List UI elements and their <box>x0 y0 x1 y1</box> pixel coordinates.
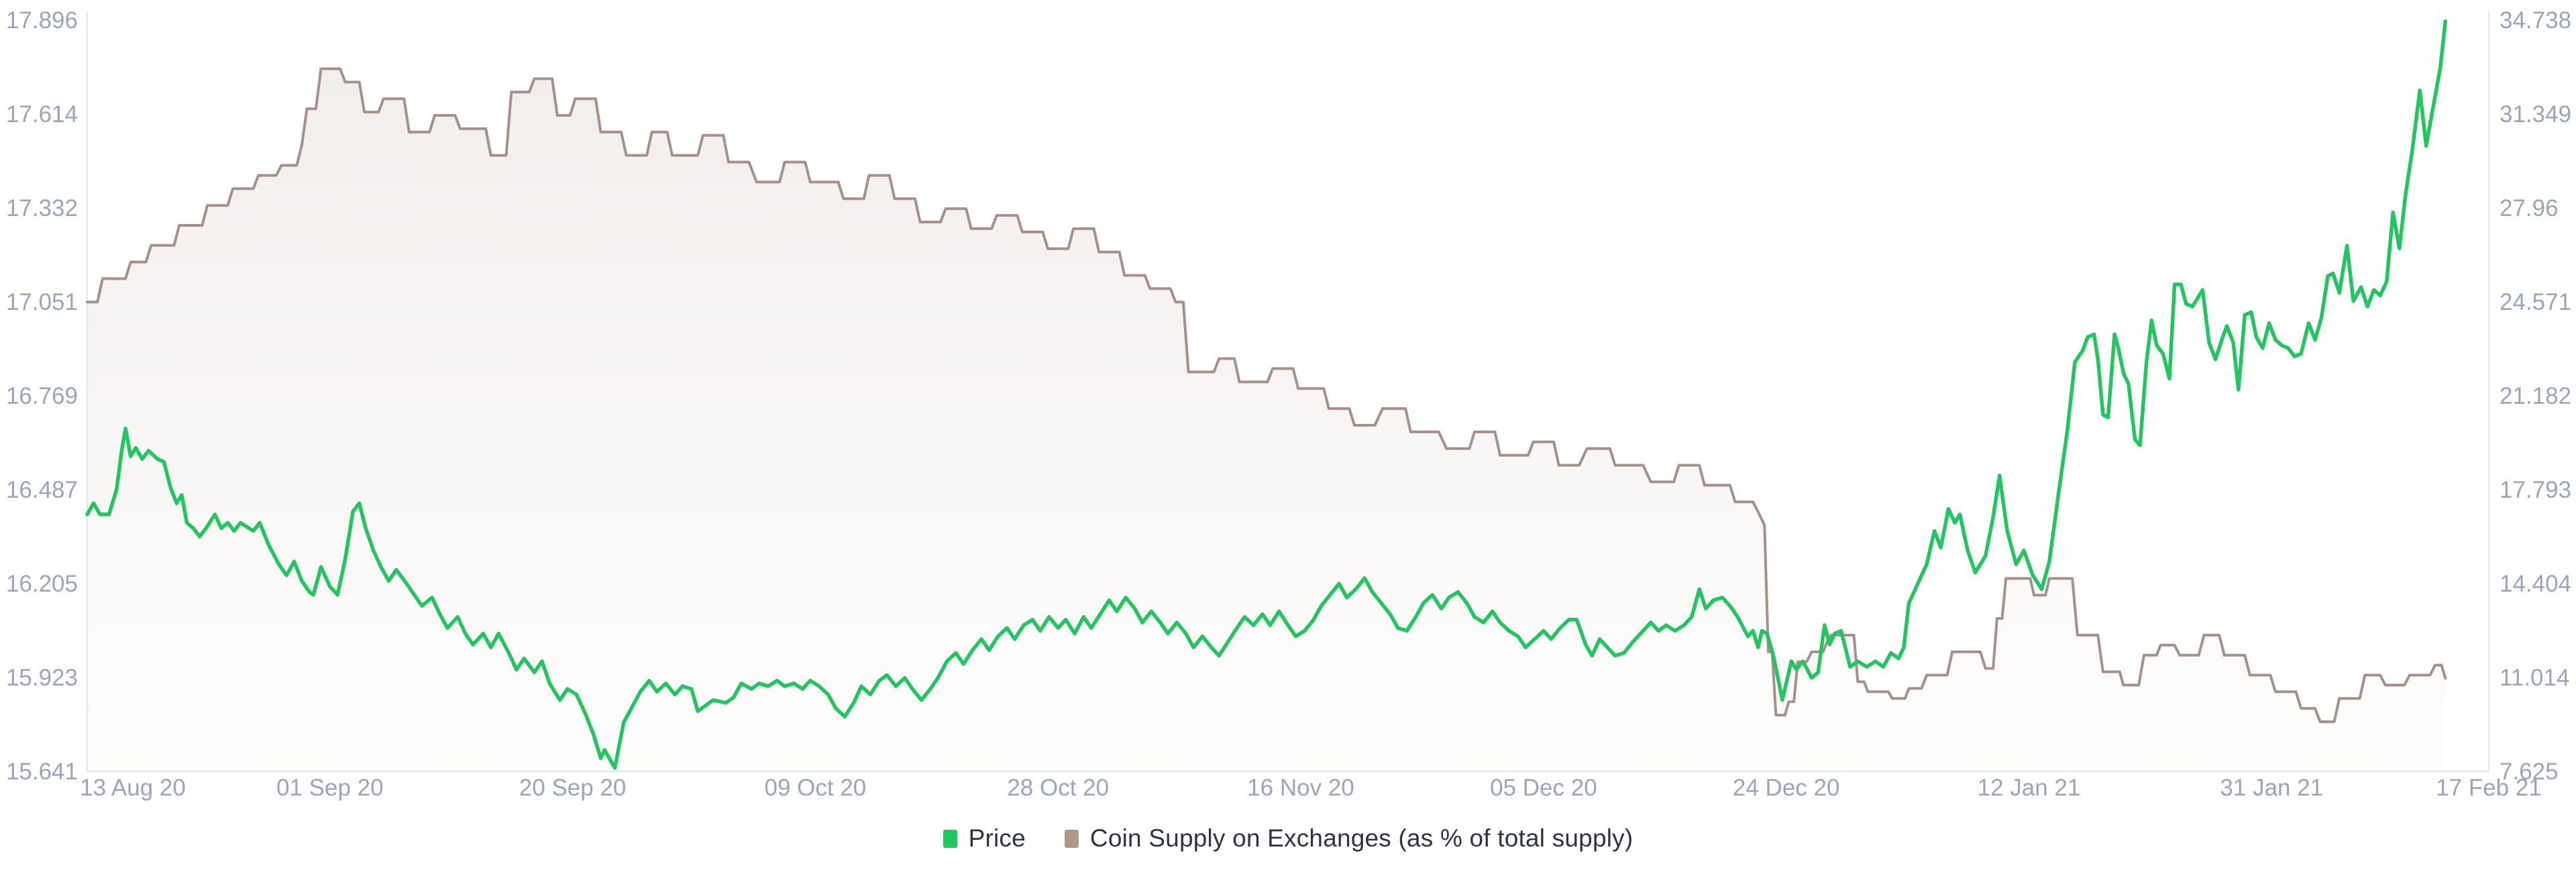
left-axis-tick-label: 15.923 <box>6 665 78 691</box>
chart-legend: Price Coin Supply on Exchanges (as % of t… <box>0 820 2576 857</box>
left-axis-tick-label: 16.487 <box>6 477 78 503</box>
right-axis-tick-label: 14.404 <box>2500 571 2571 597</box>
right-axis-tick-label: 21.182 <box>2500 383 2571 409</box>
x-axis-tick-label: 09 Oct 20 <box>765 775 867 801</box>
x-axis-tick-label: 12 Jan 21 <box>1978 775 2081 801</box>
left-axis-tick-label: 16.205 <box>6 571 78 597</box>
right-axis-tick-label: 24.571 <box>2500 289 2571 315</box>
x-axis-tick-label: 24 Dec 20 <box>1733 775 1840 801</box>
legend-label-price: Price <box>968 824 1026 852</box>
right-axis-tick-label: 11.014 <box>2500 665 2569 691</box>
supply-swatch-icon <box>1064 829 1079 848</box>
right-axis-tick-label: 27.96 <box>2500 195 2559 221</box>
right-axis-tick-label: 31.349 <box>2500 101 2571 127</box>
x-axis-tick-label: 20 Sep 20 <box>519 775 627 801</box>
left-axis-tick-label: 17.332 <box>6 195 78 221</box>
x-axis-tick-label: 17 Feb 21 <box>2436 775 2542 801</box>
supply-area-fill <box>87 68 2446 771</box>
x-axis-tick-label: 01 Sep 20 <box>276 775 384 801</box>
legend-label-supply: Coin Supply on Exchanges (as % of total … <box>1089 824 1633 852</box>
left-axis-tick-label: 17.051 <box>6 289 78 315</box>
x-axis-tick-label: 13 Aug 20 <box>80 775 186 801</box>
left-axis-tick-label: 17.614 <box>6 101 78 127</box>
price-swatch-icon <box>943 829 957 848</box>
price-line <box>85 19 2448 770</box>
right-axis-tick-label: 34.738 <box>2500 7 2571 34</box>
x-axis-tick-label: 28 Oct 20 <box>1007 775 1109 801</box>
x-axis-tick-label: 16 Nov 20 <box>1247 775 1354 801</box>
x-axis-tick-label: 31 Jan 21 <box>2220 775 2323 801</box>
right-axis-tick-label: 7.625 <box>2500 759 2559 785</box>
legend-item-price[interactable]: Price <box>943 824 1026 853</box>
left-axis-tick-label: 16.769 <box>6 383 78 409</box>
right-axis-tick-label: 17.793 <box>2500 477 2571 503</box>
x-axis-tick-label: 05 Dec 20 <box>1490 775 1597 801</box>
left-axis-tick-label: 17.896 <box>6 7 78 34</box>
supply-line <box>86 67 2447 723</box>
left-axis-tick-label: 15.641 <box>6 759 78 785</box>
legend-item-supply[interactable]: Coin Supply on Exchanges (as % of total … <box>1064 824 1633 853</box>
